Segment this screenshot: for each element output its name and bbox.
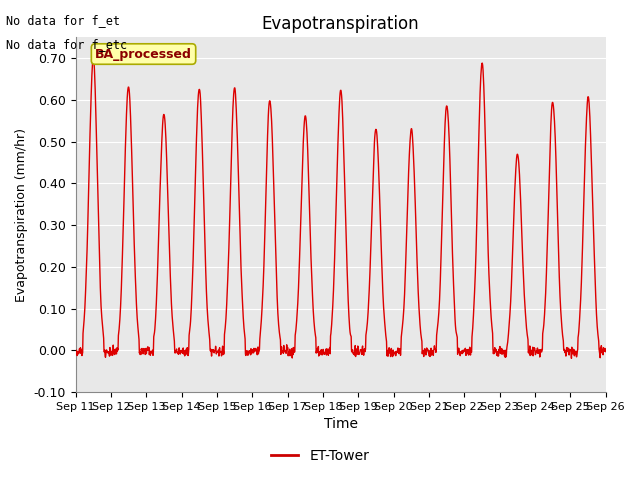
Title: Evapotranspiration: Evapotranspiration: [262, 15, 419, 33]
Text: No data for f_etc: No data for f_etc: [6, 38, 127, 51]
X-axis label: Time: Time: [324, 418, 358, 432]
Legend: ET-Tower: ET-Tower: [265, 443, 375, 468]
Text: BA_processed: BA_processed: [95, 48, 192, 60]
Y-axis label: Evapotranspiration (mm/hr): Evapotranspiration (mm/hr): [15, 128, 28, 302]
Text: No data for f_et: No data for f_et: [6, 14, 120, 27]
